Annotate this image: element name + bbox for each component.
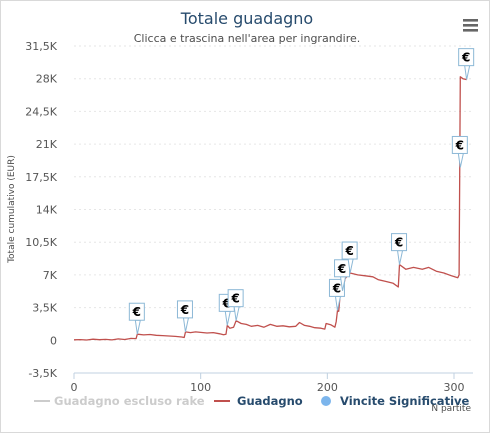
win-flag-label: € <box>394 236 403 250</box>
y-tick-label: 14K <box>36 204 58 217</box>
win-flag-label: € <box>461 51 470 65</box>
y-tick-label: -3,5K <box>28 367 57 380</box>
significant-wins-flags[interactable]: € € € €€€€€€€ <box>128 48 475 335</box>
win-flag-label: € <box>222 296 231 310</box>
y-tick-label: 17,5K <box>25 171 57 184</box>
x-tick-label: 300 <box>444 381 465 394</box>
x-axis-label: N partite <box>431 404 471 414</box>
win-flag-label: € <box>332 281 341 295</box>
x-axis: 0 100 200 300 <box>71 372 473 394</box>
y-tick-label: 0 <box>50 334 57 347</box>
chart-subtitle: Clicca e trascina nell'area per ingrandi… <box>134 32 361 45</box>
x-tick-label: 100 <box>190 381 211 394</box>
y-tick-label: 10,5K <box>25 236 57 249</box>
legend-item-label[interactable]: Guadagno escluso rake <box>54 394 205 408</box>
legend[interactable]: Guadagno escluso rake Guadagno Vincite Sig… <box>34 394 470 408</box>
y-tick-label: 24,5K <box>25 105 57 118</box>
win-flag-label: € <box>455 138 464 152</box>
win-flag-label: € <box>230 292 239 306</box>
win-flag-pointer <box>224 310 231 326</box>
win-flag-pointer <box>396 250 404 265</box>
win-flag-pointer <box>233 306 240 321</box>
series-line-guadagno[interactable] <box>73 76 467 341</box>
win-flag-label: € <box>344 244 353 258</box>
win-flag-pointer <box>134 319 141 335</box>
win-flag-box[interactable] <box>227 289 244 308</box>
y-tick-label: 21K <box>36 138 58 151</box>
win-flag-label: € <box>337 262 346 276</box>
y-axis-label: Totale cumulativo (EUR) <box>7 155 17 264</box>
win-flag-pointer <box>457 152 464 168</box>
win-flag-label: € <box>132 305 141 319</box>
y-tick-label: 3,5K <box>32 302 57 315</box>
win-flag-box[interactable] <box>451 135 468 154</box>
win-flag-box[interactable] <box>176 300 193 319</box>
legend-marker-circle <box>321 396 331 406</box>
x-tick-label: 0 <box>71 381 78 394</box>
legend-item-label[interactable]: Guadagno <box>237 394 303 408</box>
grid-lines <box>74 45 473 374</box>
y-tick-label: 28K <box>36 73 58 86</box>
win-flag-box[interactable] <box>128 302 145 321</box>
win-flag-box[interactable] <box>341 241 358 260</box>
legend-item-label[interactable]: Vincite Significative <box>340 394 470 408</box>
win-flag-label: € <box>180 303 189 317</box>
win-flag-pointer <box>464 65 471 80</box>
chart-title: Totale guadagno <box>180 9 313 28</box>
x-tick-label: 200 <box>317 381 338 394</box>
win-flag-box[interactable] <box>458 48 475 67</box>
y-axis: -3,5K 0 3,5K 7K 10,5K 14K 17,5K 21K 24,5K 28K 31,5… <box>25 40 57 380</box>
y-tick-label: 7K <box>43 269 58 282</box>
series-layer <box>73 76 467 341</box>
win-flag-box[interactable] <box>328 278 345 297</box>
hamburger-menu-icon[interactable] <box>461 16 479 34</box>
y-tick-label: 31,5K <box>25 40 57 53</box>
win-flag-box[interactable] <box>391 233 408 252</box>
win-flag-pointer <box>182 317 190 332</box>
